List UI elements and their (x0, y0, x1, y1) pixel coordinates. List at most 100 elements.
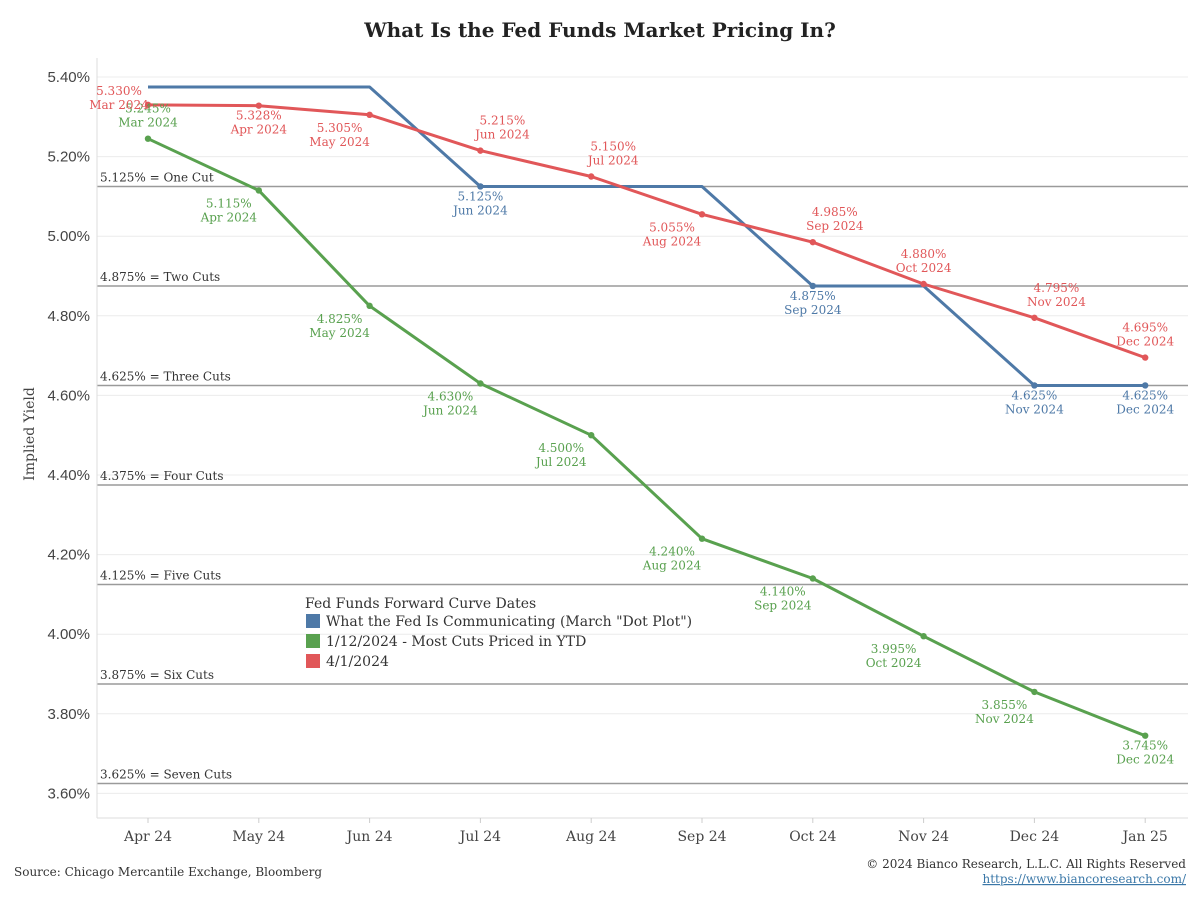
reference-lines: 5.125% = One Cut 4.875% = Two Cuts 4.625% … (97, 170, 1188, 785)
y-tick-label: 5.40% (47, 69, 90, 86)
data-label: 5.245% Mar 2024 (118, 102, 178, 130)
data-label: 5.125% Jun 2024 (451, 189, 508, 217)
data-label-value: 4.630% (428, 389, 474, 403)
series-point-2 (698, 211, 706, 218)
series-point-2 (588, 173, 595, 180)
data-label: 4.625% Nov 2024 (1005, 388, 1064, 416)
data-label-date: Aug 2024 (642, 559, 702, 573)
data-label-value: 5.328% (236, 109, 282, 123)
series-point-1 (144, 135, 152, 142)
data-label: 4.240% Aug 2024 (642, 545, 702, 573)
series-point-2 (366, 111, 373, 119)
y-tick-label: 5.20% (47, 149, 90, 166)
data-label-value: 5.150% (590, 140, 636, 154)
data-label-date: Jul 2024 (586, 154, 639, 168)
x-tick-label: Nov 24 (898, 829, 949, 845)
y-tick-label: 4.60% (47, 387, 90, 404)
series-point-2 (809, 238, 816, 246)
data-label-date: Mar 2024 (118, 116, 178, 130)
series-point-0 (1142, 382, 1149, 389)
source-note: Source: Chicago Mercantile Exchange, Blo… (14, 865, 322, 879)
legend-entry-2: 4/1/2024 (326, 654, 389, 670)
series-point-2 (1031, 314, 1038, 321)
data-label-value: 5.055% (649, 220, 695, 234)
data-label-date: Apr 2024 (200, 210, 258, 224)
data-label-date: Oct 2024 (896, 261, 952, 275)
data-label: 3.995% Oct 2024 (866, 642, 922, 670)
x-tick-label: Jan 25 (1121, 829, 1168, 845)
series-point-0 (477, 183, 484, 190)
data-label: 5.215% Jun 2024 (473, 114, 530, 142)
data-label-date: Nov 2024 (975, 712, 1034, 726)
data-label-value: 4.500% (538, 441, 584, 455)
data-label-date: Apr 2024 (230, 123, 288, 137)
data-label-date: Sep 2024 (754, 598, 812, 612)
data-label-value: 4.695% (1122, 321, 1168, 335)
series-point-0 (1031, 382, 1038, 389)
series-line-2 (147, 103, 1146, 360)
data-label-date: Nov 2024 (1005, 402, 1064, 416)
series-point-0 (809, 282, 816, 290)
x-tick-label: Aug 24 (565, 829, 616, 845)
y-tick-label: 4.40% (47, 467, 90, 484)
reference-line-label: 3.875% = Six Cuts (100, 668, 214, 682)
x-tick-label: Dec 24 (1010, 829, 1060, 845)
data-label: 4.825% May 2024 (309, 312, 370, 340)
data-label: 3.855% Nov 2024 (975, 698, 1034, 726)
data-label-value: 5.115% (206, 196, 252, 210)
reference-line-label: 4.875% = Two Cuts (100, 270, 220, 284)
data-label-date: Nov 2024 (1027, 295, 1086, 309)
data-label: 4.500% Jul 2024 (534, 441, 587, 469)
data-label-date: Sep 2024 (784, 303, 842, 317)
data-label-value: 4.240% (649, 545, 695, 559)
series-point-1 (809, 575, 816, 582)
data-label-value: 3.745% (1122, 739, 1168, 753)
website-link[interactable]: https://www.biancoresearch.com/ (982, 872, 1186, 886)
data-label-date: Mar 2024 (89, 98, 149, 112)
y-axis-label: Implied Yield (22, 387, 38, 481)
data-label: 4.795% Nov 2024 (1027, 281, 1086, 309)
data-label: 5.328% Apr 2024 (230, 109, 288, 137)
data-label-value: 4.140% (760, 584, 806, 598)
data-label: 3.745% Dec 2024 (1116, 739, 1174, 767)
series-point-2 (920, 280, 927, 288)
data-label-value: 4.795% (1034, 281, 1080, 295)
series-point-1 (698, 535, 706, 542)
series-point-1 (588, 432, 595, 439)
data-label-value: 4.625% (1122, 388, 1168, 402)
data-label-value: 4.825% (317, 312, 363, 326)
chart-title: What Is the Fed Funds Market Pricing In? (363, 18, 836, 42)
data-label-date: Dec 2024 (1116, 753, 1174, 767)
y-tick-label: 4.80% (47, 308, 90, 325)
data-label: 5.305% May 2024 (309, 121, 370, 149)
series-point-1 (1142, 732, 1149, 739)
data-label: 5.150% Jul 2024 (586, 140, 639, 168)
data-label-value: 3.855% (982, 698, 1028, 712)
reference-line-label: 5.125% = One Cut (100, 170, 214, 184)
series-line-1 (147, 137, 1146, 738)
x-tick-label: May 24 (232, 829, 285, 845)
y-tick-label: 3.80% (47, 706, 90, 723)
data-label-date: Oct 2024 (866, 656, 922, 670)
series-line-0 (148, 85, 1146, 387)
series-point-1 (477, 380, 484, 387)
data-label: 4.985% Sep 2024 (806, 205, 864, 233)
data-label: 5.115% Apr 2024 (200, 196, 258, 224)
legend-swatch-1 (306, 634, 320, 648)
reference-line-label: 4.375% = Four Cuts (100, 469, 224, 483)
data-label: 4.695% Dec 2024 (1116, 321, 1174, 349)
x-tick-label: Jul 24 (458, 829, 501, 845)
series-point-2 (1142, 354, 1149, 361)
data-label-date: Aug 2024 (642, 234, 702, 248)
data-label-value: 3.995% (871, 642, 917, 656)
legend-entry-1: 1/12/2024 - Most Cuts Priced in YTD (326, 634, 586, 650)
legend: Fed Funds Forward Curve Dates What the F… (305, 596, 692, 670)
data-label-date: Dec 2024 (1116, 335, 1174, 349)
x-tick-label: Sep 24 (677, 829, 726, 845)
data-label: 4.880% Oct 2024 (896, 247, 952, 275)
series-point-2 (477, 147, 484, 154)
data-label: 4.630% Jun 2024 (421, 389, 478, 417)
data-label-value: 5.330% (96, 84, 142, 98)
